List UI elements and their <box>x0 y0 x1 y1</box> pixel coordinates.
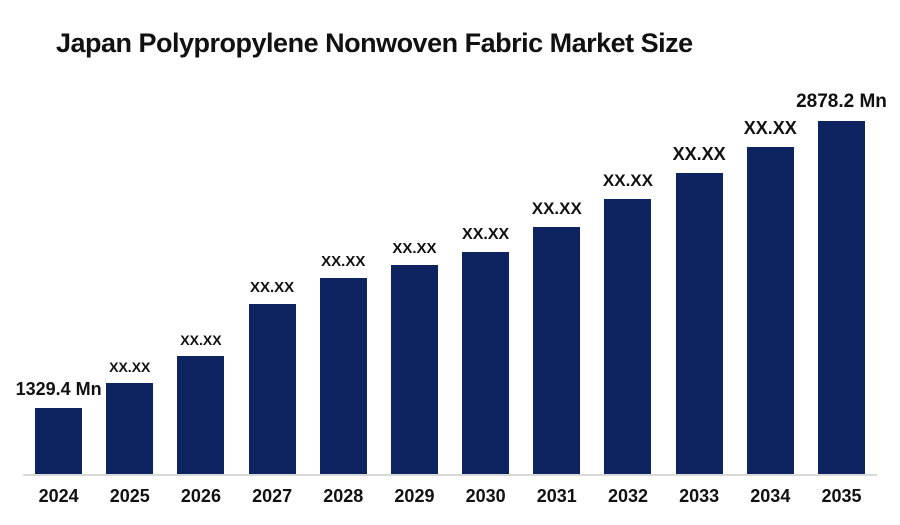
bar-column-2031: XX.XX <box>521 200 592 474</box>
bar-2033 <box>675 173 723 474</box>
bar-value-label: XX.XX <box>321 252 366 270</box>
bar-2025 <box>106 383 154 474</box>
x-axis-line <box>23 474 877 476</box>
bar-value-label: XX.XX <box>392 239 437 257</box>
bar-2035 <box>817 121 865 474</box>
bar-2027 <box>248 304 296 474</box>
bar-column-2030: XX.XX <box>450 226 521 474</box>
year-label-2029: 2029 <box>394 486 435 506</box>
bar-value-label: 1329.4 Mn <box>15 379 102 400</box>
bar-2026 <box>177 356 225 474</box>
bar-column-2027: XX.XX <box>237 278 308 474</box>
year-label-2025: 2025 <box>109 486 150 506</box>
bar-column-2024: 1329.4 Mn <box>16 379 102 474</box>
bar-value-label: XX.XX <box>531 199 582 219</box>
bar-column-2035: 2878.2 Mn <box>796 91 887 474</box>
bar-value-label: XX.XX <box>743 118 797 139</box>
year-label-2027: 2027 <box>252 486 293 506</box>
year-label-2030: 2030 <box>465 486 506 506</box>
bar-2031 <box>533 227 581 474</box>
bar-2024 <box>35 408 83 474</box>
bar-value-label: 2878.2 Mn <box>796 91 887 113</box>
year-label-2031: 2031 <box>536 486 577 506</box>
year-label-2026: 2026 <box>180 486 221 506</box>
bar-2029 <box>390 265 438 474</box>
bar-2028 <box>319 278 367 474</box>
year-label-2028: 2028 <box>323 486 364 506</box>
bar-2030 <box>462 252 510 474</box>
year-label-2032: 2032 <box>607 486 648 506</box>
bar-column-2026: XX.XX <box>165 331 236 474</box>
year-label-2035: 2035 <box>821 486 862 506</box>
bar-value-label: XX.XX <box>109 358 151 375</box>
year-label-2033: 2033 <box>679 486 720 506</box>
year-label-2024: 2024 <box>38 486 79 506</box>
chart-title: Japan Polypropylene Nonwoven Fabric Mark… <box>56 28 693 58</box>
bar-value-label: XX.XX <box>462 226 510 244</box>
bar-value-label: XX.XX <box>672 144 726 165</box>
bar-value-label: XX.XX <box>250 278 295 296</box>
bar-column-2034: XX.XX <box>735 118 806 474</box>
bar-column-2033: XX.XX <box>664 144 735 474</box>
x-axis-labels: 2024 2025 2026 2027 2028 2029 2030 2031 … <box>23 486 877 507</box>
bar-value-label: XX.XX <box>602 171 653 191</box>
bar-column-2025: XX.XX <box>94 358 165 474</box>
bar-2034 <box>746 147 794 474</box>
bar-value-label: XX.XX <box>180 331 222 348</box>
bar-column-2032: XX.XX <box>592 172 663 474</box>
plot-area: 1329.4 Mn XX.XX XX.XX XX.XX XX.XX XX.XX … <box>16 88 887 474</box>
bar-column-2029: XX.XX <box>379 239 450 474</box>
bar-2032 <box>604 199 652 474</box>
bar-column-2028: XX.XX <box>308 252 379 474</box>
year-label-2034: 2034 <box>750 486 791 506</box>
